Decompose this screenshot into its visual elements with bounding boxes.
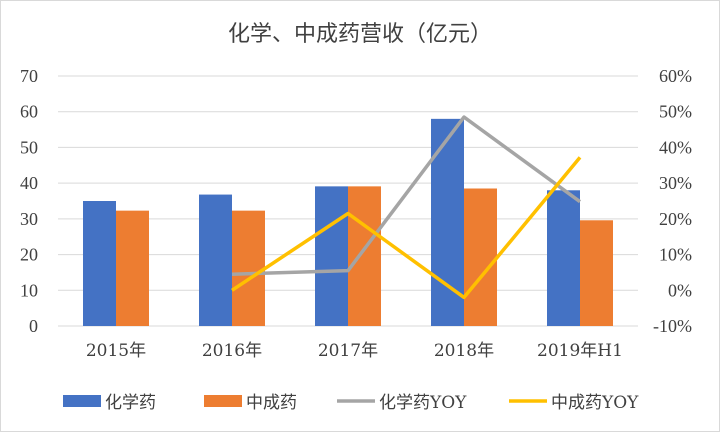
bar	[199, 194, 232, 326]
legend-swatch	[204, 395, 242, 407]
legend-label: 中成药YOY	[551, 393, 639, 413]
legend-label: 化学药YOY	[379, 393, 467, 413]
bar	[348, 186, 381, 326]
y-right-tick-label: 10%	[659, 245, 692, 265]
y-right-tick-label: 30%	[659, 173, 692, 193]
bar	[580, 220, 613, 326]
chart-title: 化学、中成药营收（亿元）	[228, 22, 492, 47]
x-tick-label: 2018年	[434, 341, 494, 361]
legend: 化学药 中成药 化学药YOY 中成药YOY	[63, 393, 639, 413]
bar	[232, 210, 265, 326]
y-left-tick-label: 20	[20, 245, 38, 265]
y-left-tick-label: 70	[20, 66, 38, 86]
lines	[231, 115, 582, 300]
series-line	[231, 156, 582, 300]
y-right-tick-label: -10%	[653, 316, 692, 336]
y-right-tick-label: 0%	[668, 280, 692, 300]
legend-swatch	[63, 395, 101, 407]
bar	[116, 210, 149, 326]
x-tick-label: 2016年	[202, 341, 262, 361]
legend-label: 中成药	[246, 393, 297, 413]
y-left-tick-label: 10	[20, 280, 38, 300]
x-tick-label: 2015年	[86, 341, 146, 361]
y-right-tick-label: 20%	[659, 209, 692, 229]
y-right-tick-label: 50%	[659, 102, 692, 122]
bar	[547, 190, 580, 326]
x-tick-label: 2019年H1	[537, 341, 623, 361]
series-line	[231, 115, 582, 276]
legend-label: 化学药	[105, 393, 156, 413]
bar	[464, 188, 497, 326]
y-left-tick-label: 50	[20, 137, 38, 157]
axes: 0 10 20 30 40 50 60 70 -10% 0% 10% 20% 30% 40% 50% 60% 2…	[20, 66, 692, 361]
y-right-tick-label: 40%	[659, 137, 692, 157]
y-right-tick-label: 60%	[659, 66, 692, 86]
y-left-tick-label: 60	[20, 102, 38, 122]
x-tick-label: 2017年	[318, 341, 378, 361]
bars	[83, 118, 613, 326]
bar	[315, 186, 348, 326]
y-left-tick-label: 0	[29, 316, 38, 336]
bar	[83, 201, 116, 326]
y-left-tick-label: 40	[20, 173, 38, 193]
y-left-tick-label: 30	[20, 209, 38, 229]
